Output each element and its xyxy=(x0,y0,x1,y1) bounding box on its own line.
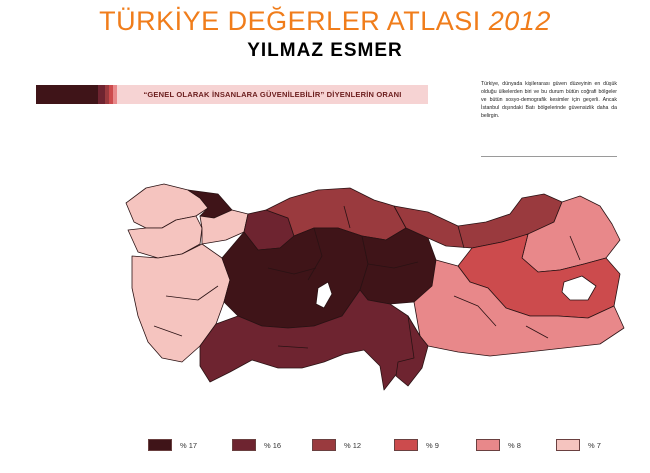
legend-item-16: % 16 xyxy=(232,438,281,452)
legend-label: % 7 xyxy=(588,440,601,450)
lake-tuz xyxy=(315,281,333,309)
lake-van xyxy=(561,275,597,301)
legend-item-12: % 12 xyxy=(312,438,361,452)
turkey-choropleth-map xyxy=(125,183,625,391)
explanatory-note: Türkiye, dünyada kişilerarası güven düze… xyxy=(481,81,617,119)
legend-swatch xyxy=(232,439,256,451)
author-name: YILMAZ ESMER xyxy=(247,40,403,61)
legend-swatch xyxy=(312,439,336,451)
title-main: TÜRKİYE DEĞERLER ATLASI xyxy=(99,6,481,36)
map-heading-banner: “GENEL OLARAK İNSANLARA GÜVENİLEBİLİR” D… xyxy=(36,85,428,104)
banner-swatch-12 xyxy=(105,85,109,104)
map-heading-text: “GENEL OLARAK İNSANLARA GÜVENİLEBİLİR” D… xyxy=(117,85,428,104)
banner-swatch-16 xyxy=(98,85,105,104)
map-legend: % 17 % 16 % 12 % 9 % 8 % 7 xyxy=(148,438,618,452)
legend-label: % 8 xyxy=(508,440,521,450)
region-hatay xyxy=(395,315,429,387)
legend-item-17: % 17 xyxy=(148,438,197,452)
legend-item-7: % 7 xyxy=(556,438,601,452)
banner-swatch-8 xyxy=(113,85,117,104)
banner-swatch-9 xyxy=(109,85,113,104)
legend-label: % 17 xyxy=(180,440,198,450)
region-southeast-anatolia xyxy=(413,259,625,357)
legend-swatch xyxy=(148,439,172,451)
legend-swatch xyxy=(476,439,500,451)
legend-label: % 16 xyxy=(264,440,282,450)
banner-swatch-17 xyxy=(36,85,98,104)
legend-swatch xyxy=(556,439,580,451)
legend-swatch xyxy=(394,439,418,451)
page-title: TÜRKİYE DEĞERLER ATLASI 2012 xyxy=(0,6,650,37)
legend-item-9: % 9 xyxy=(394,438,439,452)
legend-label: % 9 xyxy=(426,440,439,450)
title-year: 2012 xyxy=(488,6,551,36)
legend-label: % 12 xyxy=(344,440,362,450)
legend-item-8: % 8 xyxy=(476,438,521,452)
note-divider xyxy=(481,156,617,157)
region-thrace xyxy=(125,183,209,229)
region-mediterranean xyxy=(199,289,421,391)
